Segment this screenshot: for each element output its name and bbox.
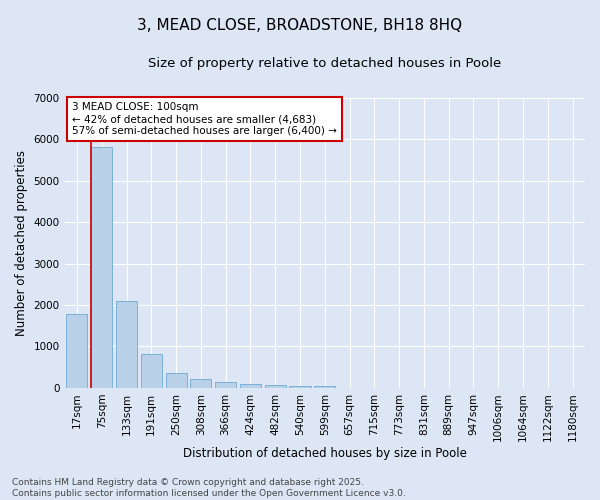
Bar [289, 386, 311, 388]
Text: Contains HM Land Registry data © Crown copyright and database right 2025.
Contai: Contains HM Land Registry data © Crown c… [12, 478, 406, 498]
Bar [91, 147, 112, 388]
Y-axis label: Number of detached properties: Number of detached properties [15, 150, 28, 336]
Bar [141, 354, 162, 388]
Bar [215, 382, 236, 388]
Text: 3 MEAD CLOSE: 100sqm
← 42% of detached houses are smaller (4,683)
57% of semi-de: 3 MEAD CLOSE: 100sqm ← 42% of detached h… [73, 102, 337, 136]
Text: 3, MEAD CLOSE, BROADSTONE, BH18 8HQ: 3, MEAD CLOSE, BROADSTONE, BH18 8HQ [137, 18, 463, 32]
Bar [116, 302, 137, 388]
Bar [265, 384, 286, 388]
Bar [67, 314, 88, 388]
Bar [240, 384, 261, 388]
X-axis label: Distribution of detached houses by size in Poole: Distribution of detached houses by size … [183, 447, 467, 460]
Bar [190, 379, 211, 388]
Bar [314, 386, 335, 388]
Bar [166, 372, 187, 388]
Title: Size of property relative to detached houses in Poole: Size of property relative to detached ho… [148, 58, 502, 70]
